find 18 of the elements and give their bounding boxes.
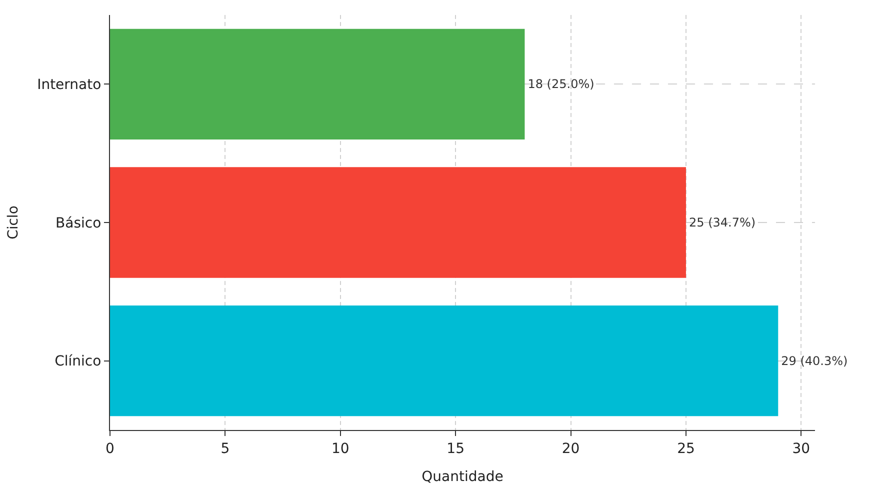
bar — [110, 28, 525, 140]
x-tick-label: 30 — [792, 440, 810, 457]
bar — [110, 306, 778, 416]
x-tick-label: 5 — [220, 440, 230, 457]
bar — [110, 167, 686, 278]
x-tick-label: 10 — [331, 440, 350, 457]
y-tick-label: Internato — [37, 77, 102, 94]
x-tick-label: 20 — [562, 440, 580, 457]
y-tick-label: Clínico — [54, 354, 102, 370]
x-tick-label: 25 — [677, 440, 695, 457]
y-axis-title: Ciclo — [6, 206, 22, 240]
x-axis-title: Quantidade — [422, 469, 504, 486]
x-tick-label: 15 — [446, 440, 465, 457]
data-label: 29 (40.3%) — [781, 354, 848, 368]
data-label: 18 (25.0%) — [528, 77, 594, 92]
y-tick-label: Básico — [56, 215, 102, 232]
x-tick-label: 0 — [106, 440, 114, 457]
data-label: 25 (34.7%) — [688, 216, 756, 230]
